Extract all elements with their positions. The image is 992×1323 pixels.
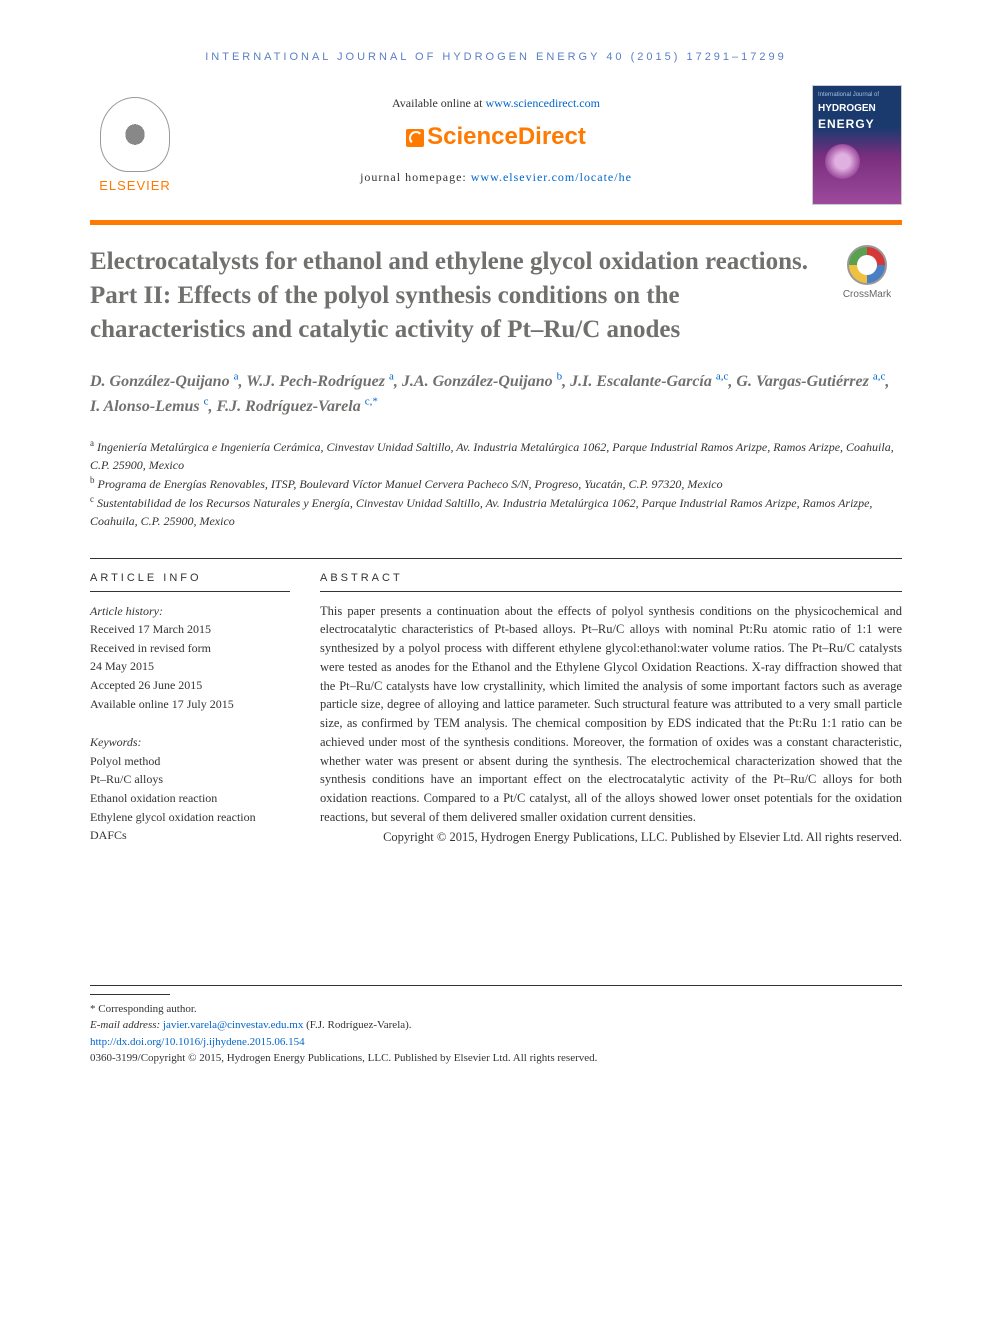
available-prefix: Available online at bbox=[392, 96, 485, 110]
doi-link[interactable]: http://dx.doi.org/10.1016/j.ijhydene.201… bbox=[90, 1036, 305, 1048]
affiliation-line: c Sustentabilidad de los Recursos Natura… bbox=[90, 493, 902, 530]
keyword-item: Ethylene glycol oxidation reaction bbox=[90, 808, 290, 827]
elsevier-tree-icon bbox=[100, 97, 170, 172]
history-line: Accepted 26 June 2015 bbox=[90, 676, 290, 695]
author-affiliation-marker[interactable]: b bbox=[557, 371, 563, 383]
keywords-block: Keywords: Polyol methodPt–Ru/C alloysEth… bbox=[90, 733, 290, 845]
affiliation-line: a Ingeniería Metalúrgica e Ingeniería Ce… bbox=[90, 437, 902, 474]
author-affiliation-marker[interactable]: c,* bbox=[365, 396, 378, 408]
journal-citation-header: INTERNATIONAL JOURNAL OF HYDROGEN ENERGY… bbox=[90, 50, 902, 65]
elsevier-logo[interactable]: ELSEVIER bbox=[90, 85, 180, 195]
author-affiliation-marker[interactable]: a bbox=[234, 371, 239, 383]
page-footer: * Corresponding author. E-mail address: … bbox=[90, 985, 902, 1067]
article-title: Electrocatalysts for ethanol and ethylen… bbox=[90, 245, 812, 346]
heading-underline bbox=[90, 591, 290, 592]
article-info-column: ARTICLE INFO Article history: Received 1… bbox=[90, 571, 290, 865]
cover-graphic bbox=[825, 144, 860, 179]
author: W.J. Pech-Rodríguez a bbox=[246, 373, 394, 390]
author-list: D. González-Quijano a, W.J. Pech-Rodrígu… bbox=[90, 369, 902, 420]
issn-copyright-line: 0360-3199/Copyright © 2015, Hydrogen Ene… bbox=[90, 1050, 902, 1067]
keyword-item: Polyol method bbox=[90, 752, 290, 771]
keyword-item: DAFCs bbox=[90, 826, 290, 845]
abstract-text: This paper presents a continuation about… bbox=[320, 602, 902, 827]
history-line: Available online 17 July 2015 bbox=[90, 695, 290, 714]
available-online-text: Available online at www.sciencedirect.co… bbox=[195, 95, 797, 112]
corresponding-author-note: * Corresponding author. bbox=[90, 1001, 902, 1018]
author: G. Vargas-Gutiérrez a,c bbox=[736, 373, 885, 390]
keywords-label: Keywords: bbox=[90, 733, 290, 752]
crossmark-badge[interactable]: CrossMark bbox=[832, 245, 902, 302]
email-line: E-mail address: javier.varela@cinvestav.… bbox=[90, 1017, 902, 1034]
affiliations-list: a Ingeniería Metalúrgica e Ingeniería Ce… bbox=[90, 437, 902, 530]
info-abstract-row: ARTICLE INFO Article history: Received 1… bbox=[90, 571, 902, 865]
article-info-heading: ARTICLE INFO bbox=[90, 571, 290, 586]
history-label: Article history: bbox=[90, 602, 290, 621]
author-affiliation-marker[interactable]: a bbox=[389, 371, 394, 383]
title-row: Electrocatalysts for ethanol and ethylen… bbox=[90, 245, 902, 346]
email-label: E-mail address: bbox=[90, 1019, 163, 1031]
journal-homepage-line: journal homepage: www.elsevier.com/locat… bbox=[195, 169, 797, 186]
article-history-block: Article history: Received 17 March 2015R… bbox=[90, 602, 290, 714]
keyword-item: Pt–Ru/C alloys bbox=[90, 770, 290, 789]
publisher-header-row: ELSEVIER Available online at www.science… bbox=[90, 85, 902, 205]
author: F.J. Rodríguez-Varela c,* bbox=[217, 398, 378, 415]
journal-cover-thumbnail[interactable]: International Journal of HYDROGEN ENERGY bbox=[812, 85, 902, 205]
sciencedirect-link[interactable]: www.sciencedirect.com bbox=[485, 96, 600, 110]
homepage-prefix: journal homepage: bbox=[360, 170, 471, 184]
abstract-copyright: Copyright © 2015, Hydrogen Energy Public… bbox=[320, 829, 902, 847]
author: J.A. González-Quijano b bbox=[402, 373, 562, 390]
email-author-name: (F.J. Rodríguez-Varela). bbox=[303, 1019, 411, 1031]
keyword-item: Ethanol oxidation reaction bbox=[90, 789, 290, 808]
history-line: Received 17 March 2015 bbox=[90, 620, 290, 639]
author-affiliation-marker[interactable]: a,c bbox=[716, 371, 729, 383]
history-line: 24 May 2015 bbox=[90, 657, 290, 676]
crossmark-icon bbox=[847, 245, 887, 285]
cover-line1: International Journal of bbox=[818, 91, 896, 99]
homepage-link[interactable]: www.elsevier.com/locate/he bbox=[471, 170, 632, 184]
corresponding-email-link[interactable]: javier.varela@cinvestav.edu.mx bbox=[163, 1019, 303, 1031]
author-affiliation-marker[interactable]: c bbox=[204, 396, 209, 408]
crossmark-label: CrossMark bbox=[843, 289, 891, 300]
heading-underline bbox=[320, 591, 902, 592]
section-divider bbox=[90, 558, 902, 559]
abstract-column: ABSTRACT This paper presents a continuat… bbox=[320, 571, 902, 865]
history-line: Received in revised form bbox=[90, 639, 290, 658]
cover-line2: HYDROGEN bbox=[818, 102, 896, 116]
sciencedirect-icon bbox=[406, 129, 424, 147]
author: D. González-Quijano a bbox=[90, 373, 238, 390]
affiliation-line: b Programa de Energías Renovables, ITSP,… bbox=[90, 474, 902, 493]
author: J.I. Escalante-García a,c bbox=[570, 373, 728, 390]
orange-divider-bar bbox=[90, 220, 902, 225]
sciencedirect-logo[interactable]: ScienceDirect bbox=[195, 120, 797, 154]
footnote-rule bbox=[90, 994, 170, 995]
elsevier-wordmark: ELSEVIER bbox=[99, 177, 171, 195]
abstract-heading: ABSTRACT bbox=[320, 571, 902, 586]
cover-line3: ENERGY bbox=[818, 116, 896, 133]
author: I. Alonso-Lemus c bbox=[90, 398, 209, 415]
author-affiliation-marker[interactable]: a,c bbox=[873, 371, 886, 383]
center-header: Available online at www.sciencedirect.co… bbox=[195, 85, 797, 185]
sciencedirect-wordmark: ScienceDirect bbox=[427, 123, 586, 150]
